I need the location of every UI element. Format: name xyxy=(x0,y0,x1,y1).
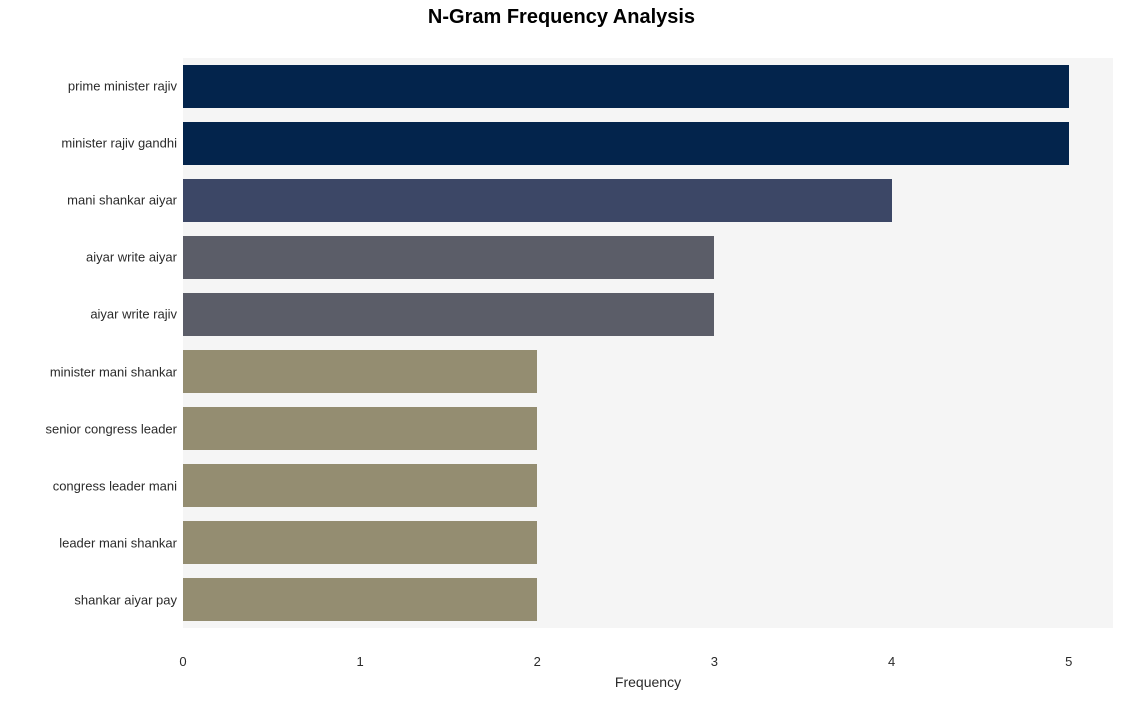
y-tick-label: minister mani shankar xyxy=(50,364,177,379)
x-tick-label: 0 xyxy=(179,654,186,669)
y-tick-label: prime minister rajiv xyxy=(68,79,177,94)
chart-title: N-Gram Frequency Analysis xyxy=(0,6,1123,29)
bar xyxy=(183,407,537,451)
y-tick-label: senior congress leader xyxy=(45,421,177,436)
x-tick-label: 3 xyxy=(711,654,718,669)
bar xyxy=(183,464,537,508)
y-tick-label: minister rajiv gandhi xyxy=(61,136,177,151)
x-tick-label: 4 xyxy=(888,654,895,669)
bar xyxy=(183,65,1069,109)
bar xyxy=(183,236,714,280)
x-tick-label: 5 xyxy=(1065,654,1072,669)
ngram-chart: N-Gram Frequency Analysis prime minister… xyxy=(0,0,1123,701)
bar xyxy=(183,179,892,223)
y-tick-label: leader mani shankar xyxy=(59,535,177,550)
plot-area: prime minister rajivminister rajiv gandh… xyxy=(183,34,1113,652)
bar xyxy=(183,293,714,337)
bar xyxy=(183,350,537,394)
bar xyxy=(183,578,537,622)
bar xyxy=(183,521,537,565)
y-tick-label: mani shankar aiyar xyxy=(67,193,177,208)
x-axis-label: Frequency xyxy=(615,674,681,690)
y-tick-label: aiyar write rajiv xyxy=(90,307,177,322)
bar xyxy=(183,122,1069,166)
y-tick-label: aiyar write aiyar xyxy=(86,250,177,265)
x-tick-label: 2 xyxy=(534,654,541,669)
y-tick-label: shankar aiyar pay xyxy=(74,592,177,607)
x-tick-label: 1 xyxy=(357,654,364,669)
y-tick-label: congress leader mani xyxy=(53,478,177,493)
